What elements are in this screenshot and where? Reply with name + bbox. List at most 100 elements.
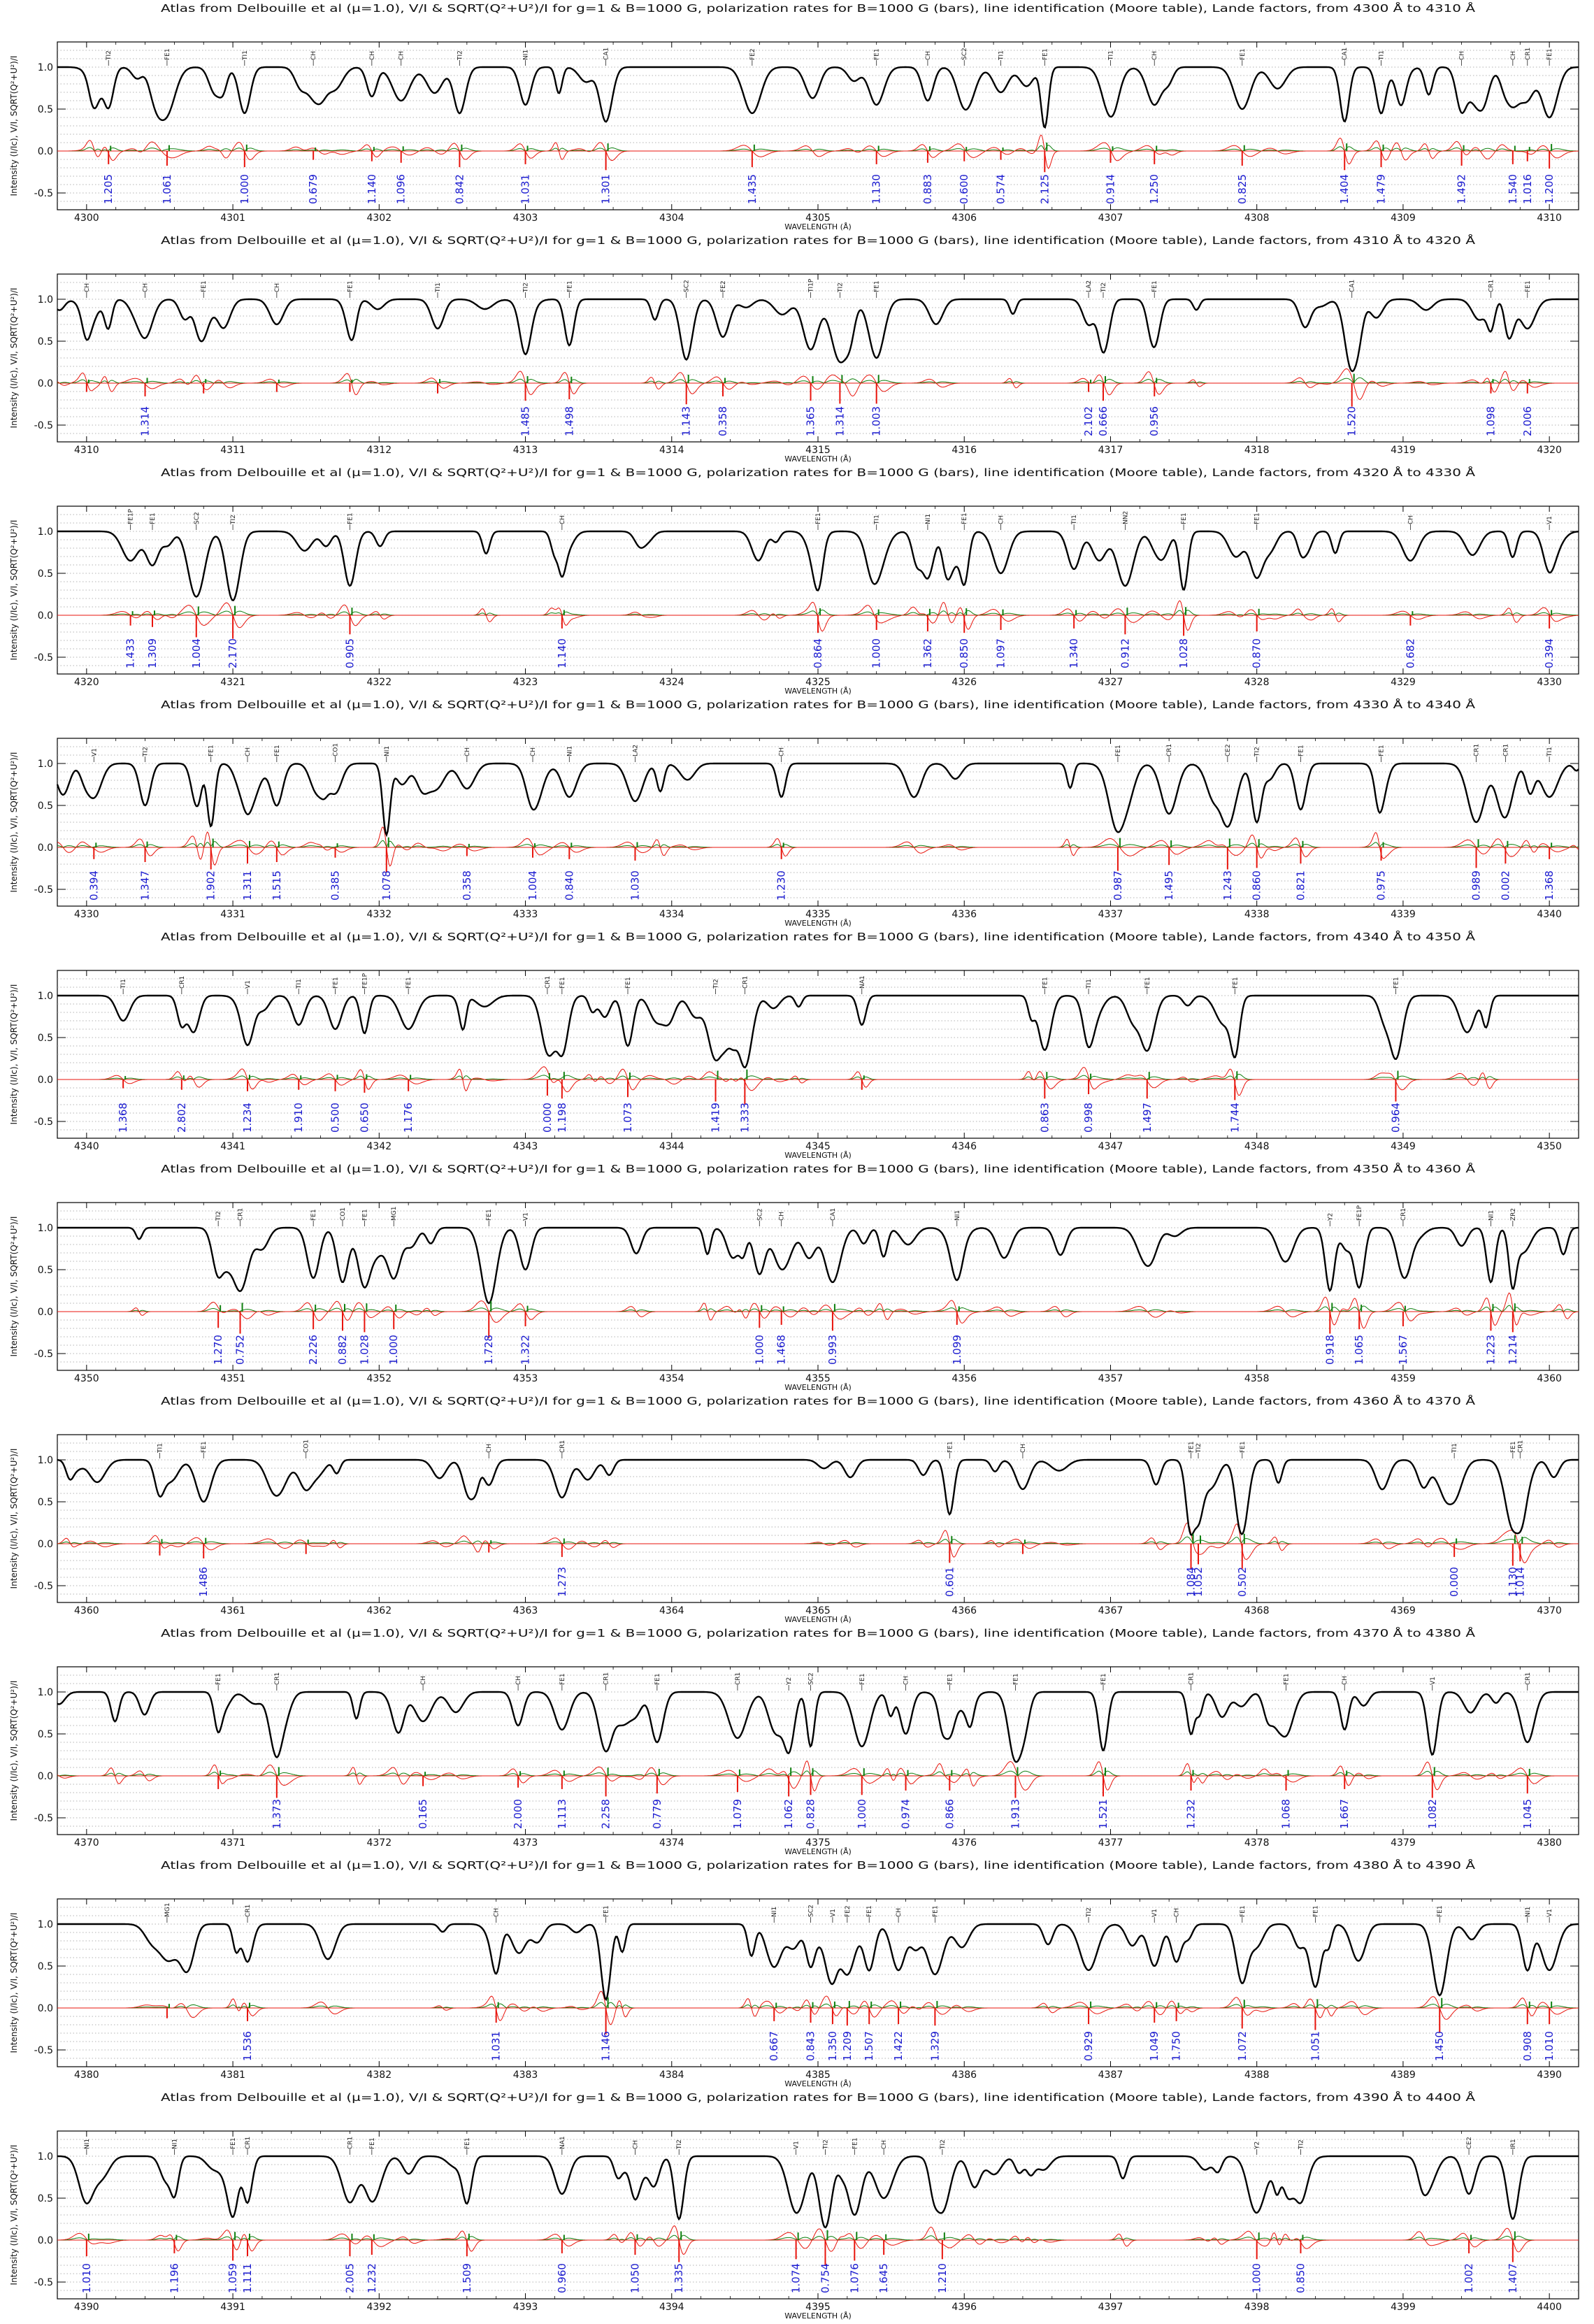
panel-title: Atlas from Delbouille et al (μ=1.0), V/I… <box>161 234 1476 247</box>
line-id-label: NA1 <box>559 2136 566 2149</box>
lande-factor-label: 1.750 <box>1170 2031 1183 2061</box>
x-axis-label: WAVELENGTH (Å) <box>784 919 852 928</box>
line-id-label: TI1 <box>1086 979 1093 989</box>
line-id-label: CH <box>369 51 376 60</box>
y-tick-label: -0.5 <box>34 2277 53 2288</box>
lande-factor-label: 1.362 <box>921 638 934 668</box>
panel-title: Atlas from Delbouille et al (μ=1.0), V/I… <box>161 930 1476 943</box>
lande-factor-label: 0.667 <box>768 2031 780 2061</box>
line-id-label: CR1 <box>1400 1208 1407 1221</box>
x-tick-label: 4353 <box>513 1373 538 1384</box>
panel-title: Atlas from Delbouille et al (μ=1.0), V/I… <box>161 698 1476 711</box>
lande-factor-label: 1.365 <box>805 406 817 436</box>
chart-panel: Atlas from Delbouille et al (μ=1.0), V/I… <box>9 1626 1579 1856</box>
line-id-label: FE1 <box>1012 1673 1019 1685</box>
x-tick-label: 4358 <box>1244 1373 1270 1384</box>
intensity-series <box>57 530 1579 601</box>
lande-factor-label: 1.010 <box>1543 2031 1556 2061</box>
line-id-label: CH <box>779 1212 786 1221</box>
x-tick-label: 4391 <box>220 2302 245 2313</box>
line-id-label: SC2 <box>961 48 968 60</box>
line-id-label: NI1 <box>84 2139 91 2149</box>
line-id-label: V1 <box>794 2141 800 2149</box>
line-id-label: FE1 <box>947 1441 954 1453</box>
linear-polarization-series <box>57 1770 1579 1777</box>
line-id-label: FE1 <box>559 977 566 989</box>
lande-factor-label: 1.000 <box>856 1799 868 1829</box>
line-id-label: CR1 <box>559 1440 566 1453</box>
x-tick-label: 4390 <box>74 2302 99 2313</box>
x-tick-label: 4352 <box>366 1373 392 1384</box>
y-tick-label: 1.0 <box>38 1919 53 1930</box>
lande-factor-label: 1.143 <box>680 406 693 436</box>
line-id-label: V1 <box>1546 516 1553 524</box>
line-id-label: ZR2 <box>1510 1208 1517 1221</box>
x-tick-label: 4330 <box>74 909 99 920</box>
x-tick-label: 4394 <box>659 2302 684 2313</box>
lande-factor-label: 1.049 <box>1148 2031 1161 2061</box>
y-axis-label: Intensity (I/Ic), V/I, SQRT(Q²+U²)/I <box>9 1681 19 1821</box>
lande-factor-label: 1.314 <box>139 406 152 436</box>
lande-factor-label: 1.004 <box>190 638 203 668</box>
line-id-label: Y2 <box>1254 2142 1261 2150</box>
y-tick-label: 1.0 <box>38 1687 53 1698</box>
line-id-label: CA1 <box>1342 48 1349 60</box>
line-id-label: TI2 <box>1196 1443 1202 1454</box>
line-id-label: TI1 <box>120 979 127 989</box>
lande-factor-label: 1.014 <box>1514 1567 1526 1597</box>
x-tick-label: 4386 <box>952 2070 977 2081</box>
lande-factor-label: 2.802 <box>175 1103 188 1133</box>
line-id-label: FE1 <box>1437 1905 1444 1917</box>
lande-factor-label: 0.574 <box>995 174 1007 204</box>
line-id-label: FE1 <box>201 280 208 292</box>
x-tick-label: 4343 <box>513 1141 538 1152</box>
lande-factor-label: 2.125 <box>1038 174 1051 204</box>
x-tick-label: 4307 <box>1098 213 1123 224</box>
line-id-label: CE2 <box>1225 744 1232 756</box>
lande-factor-label: 1.433 <box>124 638 137 668</box>
lande-factor-label: 0.682 <box>1404 638 1416 668</box>
lande-factor-label: 1.031 <box>490 2031 503 2061</box>
line-id-label: CR1 <box>1488 280 1495 292</box>
x-tick-label: 4360 <box>74 1605 99 1616</box>
x-tick-label: 4380 <box>74 2070 99 2081</box>
lande-factor-label: 1.540 <box>1507 174 1519 204</box>
line-id-label: CR1 <box>238 1208 245 1221</box>
x-tick-label: 4384 <box>659 2070 684 2081</box>
lande-factor-label: 2.000 <box>512 1799 524 1829</box>
lande-factor-label: 1.509 <box>461 2263 473 2293</box>
y-tick-label: 1.0 <box>38 2151 53 2162</box>
lande-factor-label: 1.667 <box>1338 1799 1351 1829</box>
line-id-label: TI2 <box>1086 1907 1093 1918</box>
line-id-label: NI1 <box>1488 1210 1495 1221</box>
x-tick-label: 4366 <box>952 1605 977 1616</box>
x-tick-label: 4301 <box>220 213 245 224</box>
lande-factor-label: 0.850 <box>1294 2263 1307 2293</box>
x-tick-label: 4338 <box>1244 909 1270 920</box>
line-id-label: V1 <box>830 1909 837 1917</box>
line-id-label: V1 <box>245 980 252 989</box>
y-tick-label: -0.5 <box>34 2045 53 2056</box>
line-id-label: CA1 <box>603 48 610 60</box>
y-tick-label: 0.0 <box>38 2235 53 2246</box>
lande-factor-label: 1.492 <box>1456 174 1468 204</box>
line-id-label: CR1 <box>1502 744 1509 756</box>
lande-factor-label: 1.098 <box>1484 406 1497 436</box>
x-tick-label: 4381 <box>220 2070 245 2081</box>
y-axis-label: Intensity (I/Ic), V/I, SQRT(Q²+U²)/I <box>9 2145 19 2286</box>
line-id-label: FE2 <box>845 1905 852 1917</box>
linear-polarization-series <box>57 1536 1579 1544</box>
line-id-label: FE1 <box>1151 280 1158 292</box>
lande-factor-label: 1.340 <box>1068 638 1080 668</box>
lande-factor-label: 1.016 <box>1521 174 1534 204</box>
lande-factor-label: 1.210 <box>936 2263 949 2293</box>
lande-factor-label: 0.502 <box>1236 1567 1249 1597</box>
x-tick-label: 4383 <box>513 2070 538 2081</box>
lande-factor-label: 1.140 <box>556 638 568 668</box>
lande-factor-label: 1.521 <box>1097 1799 1110 1829</box>
lande-factor-label: 1.486 <box>197 1567 210 1597</box>
line-id-label: CA1 <box>830 1208 837 1221</box>
line-id-label: CA1 <box>1349 280 1356 292</box>
lande-factor-label: 1.468 <box>775 1335 788 1365</box>
lande-factor-label: 0.358 <box>717 406 729 436</box>
